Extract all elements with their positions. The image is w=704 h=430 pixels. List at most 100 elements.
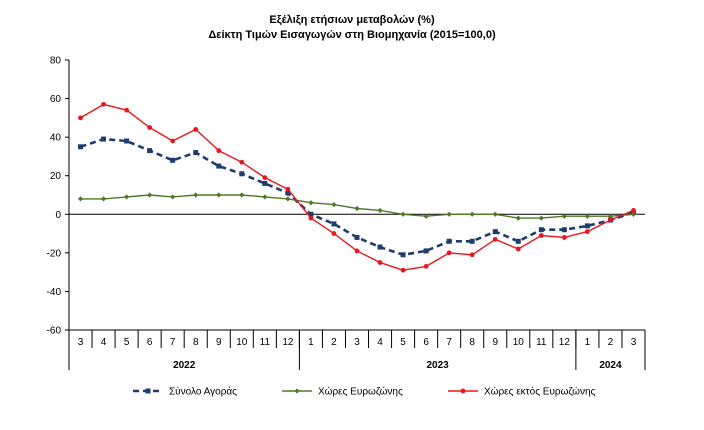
- data-point: [239, 171, 245, 177]
- data-point: [538, 227, 544, 233]
- data-point: [423, 263, 429, 269]
- y-tick-label: 60: [50, 94, 62, 105]
- data-point: [285, 186, 291, 192]
- data-point: [400, 267, 406, 273]
- legend-label-1: Σύνολο Αγοράς: [169, 386, 237, 398]
- x-tick-label: 8: [193, 337, 199, 348]
- data-point: [193, 150, 199, 156]
- x-tick-label: 12: [559, 337, 571, 348]
- y-tick-label: 0: [55, 210, 61, 221]
- data-point: [446, 238, 452, 244]
- x-tick-label: 8: [469, 337, 475, 348]
- chart-title: Εξέλιξη ετήσιων μεταβολών (%): [269, 14, 435, 26]
- data-point: [331, 231, 337, 236]
- data-point: [584, 213, 590, 219]
- x-tick-label: 5: [400, 337, 406, 348]
- legend-label-2: Χώρες Ευρωζώνης: [318, 386, 403, 398]
- x-tick-label: 4: [101, 337, 107, 348]
- year-label: 2022: [173, 360, 196, 371]
- data-point: [77, 196, 84, 202]
- data-point: [147, 148, 153, 154]
- data-point: [538, 215, 544, 221]
- data-point: [331, 221, 337, 227]
- x-tick-label: 9: [216, 337, 222, 348]
- data-point: [446, 211, 452, 217]
- data-point: [607, 213, 614, 219]
- x-tick-label: 3: [631, 337, 637, 348]
- data-point: [469, 252, 475, 258]
- data-point: [216, 148, 222, 154]
- y-tick-label: 20: [50, 171, 62, 182]
- x-tick-label: 1: [585, 337, 591, 348]
- x-tick-label: 10: [236, 337, 248, 348]
- legend-label-3: Χώρες εκτός Ευρωζώνης: [484, 386, 596, 398]
- x-tick-label: 3: [354, 337, 360, 348]
- y-tick-label: -60: [47, 326, 62, 337]
- data-point: [262, 175, 268, 181]
- x-tick-label: 2: [608, 337, 614, 348]
- data-point: [285, 196, 291, 202]
- data-point: [170, 138, 176, 144]
- x-tick-label: 6: [423, 337, 429, 348]
- data-point: [446, 250, 452, 256]
- data-point: [584, 223, 590, 229]
- data-point: [515, 246, 521, 252]
- data-point: [469, 238, 475, 244]
- x-tick-label: 10: [513, 337, 525, 348]
- data-point: [354, 205, 360, 212]
- data-point: [78, 115, 83, 121]
- data-point: [492, 211, 498, 217]
- x-tick-label: 3: [78, 337, 84, 348]
- data-point: [561, 213, 567, 219]
- data-point: [239, 159, 245, 165]
- data-point: [492, 229, 498, 235]
- legend-marker: [294, 388, 300, 394]
- data-point: [354, 234, 360, 240]
- data-point: [423, 213, 429, 219]
- data-point: [308, 215, 314, 221]
- data-point: [100, 196, 107, 202]
- data-point: [469, 211, 475, 217]
- data-point: [170, 194, 176, 200]
- x-tick-label: 9: [492, 337, 498, 348]
- data-point: [377, 260, 383, 265]
- y-tick-label: -40: [47, 287, 62, 298]
- data-point: [608, 217, 613, 223]
- year-label: 2023: [427, 360, 450, 371]
- data-point: [262, 180, 268, 186]
- data-point: [124, 194, 130, 200]
- x-tick-label: 2: [331, 337, 337, 348]
- x-tick-label: 1: [308, 337, 314, 348]
- data-point: [124, 107, 129, 113]
- data-point: [585, 229, 590, 235]
- legend-marker: [460, 388, 466, 394]
- data-point: [377, 207, 383, 214]
- chart-subtitle: Δείκτη Τιμών Εισαγωγών στη Βιομηχανία (2…: [208, 29, 496, 41]
- data-point: [515, 215, 521, 221]
- data-point: [561, 227, 567, 233]
- x-tick-label: 5: [124, 337, 130, 348]
- data-point: [101, 101, 106, 107]
- x-tick-label: 11: [536, 337, 547, 348]
- data-point: [423, 248, 429, 254]
- data-point: [262, 194, 268, 200]
- data-point: [193, 127, 199, 132]
- data-point: [631, 208, 636, 213]
- y-tick-label: 80: [50, 56, 62, 67]
- data-point: [147, 192, 153, 198]
- data-point: [377, 244, 383, 250]
- x-tick-label: 7: [446, 337, 452, 348]
- data-point: [193, 192, 199, 198]
- data-point: [630, 211, 637, 217]
- y-tick-label: -20: [47, 248, 62, 259]
- data-point: [400, 211, 406, 217]
- y-tick-label: 40: [50, 133, 62, 144]
- x-tick-label: 4: [377, 337, 383, 348]
- legend-marker: [145, 388, 151, 394]
- x-tick-label: 7: [170, 337, 176, 348]
- data-point: [538, 233, 544, 238]
- data-point: [216, 192, 222, 198]
- data-point: [78, 144, 84, 150]
- data-point: [216, 163, 222, 169]
